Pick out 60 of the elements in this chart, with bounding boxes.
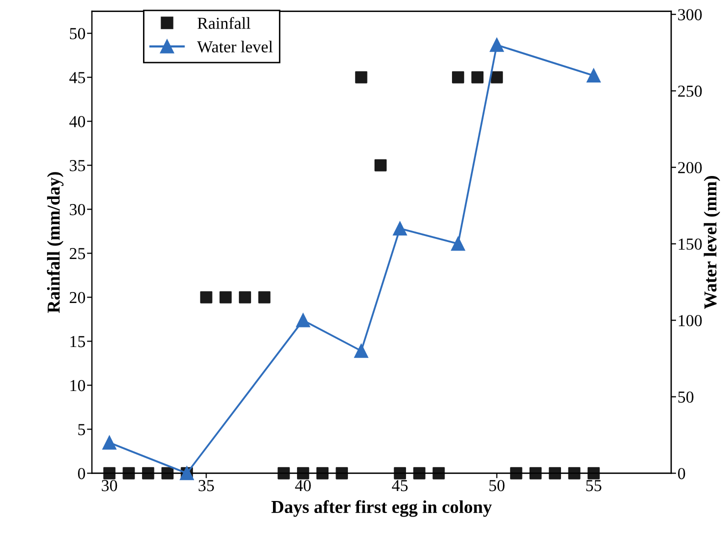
point [393,222,407,236]
x-axis-title: Days after first egg in colony [271,500,492,517]
point [142,467,154,480]
point [568,467,580,480]
y2-tick-label: 0 [678,468,686,480]
y-tick-label: 35 [70,160,86,172]
y-tick-label: 25 [70,248,86,260]
y-tick-label: 50 [70,28,86,40]
y-axis-title: Rainfall (mm/day) [46,172,64,313]
y-tick-label: 40 [69,116,86,128]
x-tick-label: 35 [198,480,214,492]
y2-tick-label: 150 [678,238,702,250]
point [490,71,503,84]
point [588,467,600,480]
point [278,467,290,480]
point [413,467,426,480]
point [336,467,348,480]
point [355,71,368,84]
x-tick-label: 50 [489,480,505,492]
y-tick-label: 20 [70,292,86,304]
point [103,467,116,480]
point [529,467,542,480]
point [296,313,310,328]
point [102,436,116,450]
legend-label: Water level [197,40,273,53]
point [220,291,232,304]
y2-tick-label: 200 [678,162,702,174]
point [297,467,310,480]
y2-axis-title: Water level (mm) [704,176,720,310]
y-tick-label: 45 [69,72,86,84]
x-tick-label: 40 [295,480,311,492]
point [452,71,464,84]
x-tick-label: 55 [586,480,602,492]
legend-label: Rainfall [198,17,250,29]
y2-tick-label: 300 [678,9,702,20]
x-tick-label: 45 [392,480,408,492]
y2-tick-label: 50 [678,391,694,403]
point [258,291,270,304]
y2-tick-label: 250 [678,86,702,97]
point [432,467,445,480]
point [374,159,387,172]
x-tick-label: 30 [102,480,118,492]
point [394,467,406,480]
y-tick-label: 15 [70,336,86,348]
y2-tick-label: 100 [678,314,702,326]
y-tick-label: 30 [70,204,86,216]
point [354,344,368,358]
point [316,467,329,480]
point [471,71,484,84]
point [510,467,522,480]
point [586,68,601,83]
point [238,291,252,304]
y-tick-label: 10 [70,380,86,392]
point [548,467,561,480]
point [122,467,135,480]
point [490,38,504,52]
y-tick-label: 5 [78,424,86,436]
point [451,236,466,251]
y-tick-label: 0 [78,468,86,480]
point [200,291,212,304]
